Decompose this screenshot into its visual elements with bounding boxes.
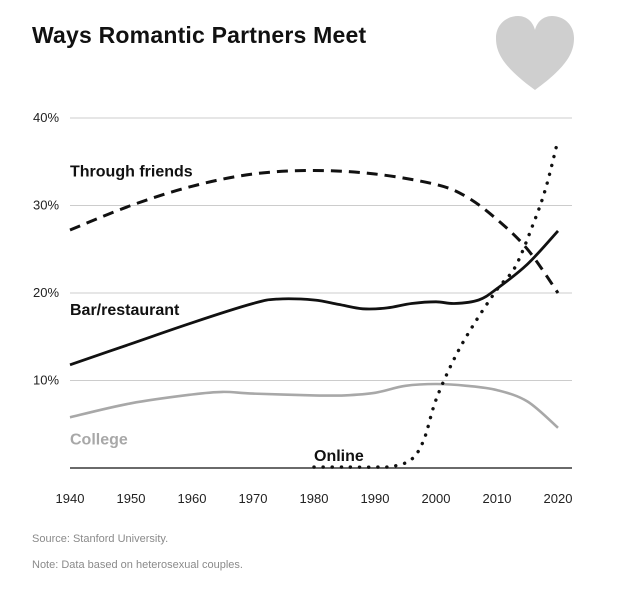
y-tick-label-20: 20% [33,285,59,300]
x-tick-label-1980: 1980 [300,491,329,506]
series-label-online: Online [314,448,364,465]
series-lines [69,138,560,469]
series-line-through-friends [69,168,560,294]
series-label-through-friends: Through friends [70,164,193,181]
y-tick-label-10: 10% [33,373,59,388]
x-tick-label-2010: 2010 [483,491,512,506]
grid-lines [70,117,572,381]
chart-title: Ways Romantic Partners Meet [32,22,367,48]
x-tick-label-1970: 1970 [239,491,268,506]
x-axis-tick-labels: 1940 1950 1960 1970 1980 1990 2000 2010 2020 [56,491,573,506]
x-tick-label-1990: 1990 [361,491,390,506]
series-line-online [312,138,560,469]
x-tick-label-2000: 2000 [422,491,451,506]
x-tick-label-2020: 2020 [544,491,573,506]
data-note: Note: Data based on heterosexual couples… [32,559,243,571]
y-tick-label-30: 30% [33,198,59,213]
x-tick-label-1960: 1960 [178,491,207,506]
series-labels: Through friends Bar/restaurant College Onli… [70,164,364,465]
y-tick-label-40: 40% [33,110,59,125]
x-tick-label-1940: 1940 [56,491,85,506]
heart-icon [496,16,574,90]
series-line-college [69,382,559,429]
y-axis-tick-labels: 10% 20% 30% 40% [33,110,59,388]
series-label-bar-restaurant: Bar/restaurant [70,302,180,319]
source-note: Source: Stanford University. [32,533,169,545]
series-line-bar-restaurant [69,229,560,367]
series-label-college: College [70,431,128,448]
x-tick-label-1950: 1950 [117,491,146,506]
